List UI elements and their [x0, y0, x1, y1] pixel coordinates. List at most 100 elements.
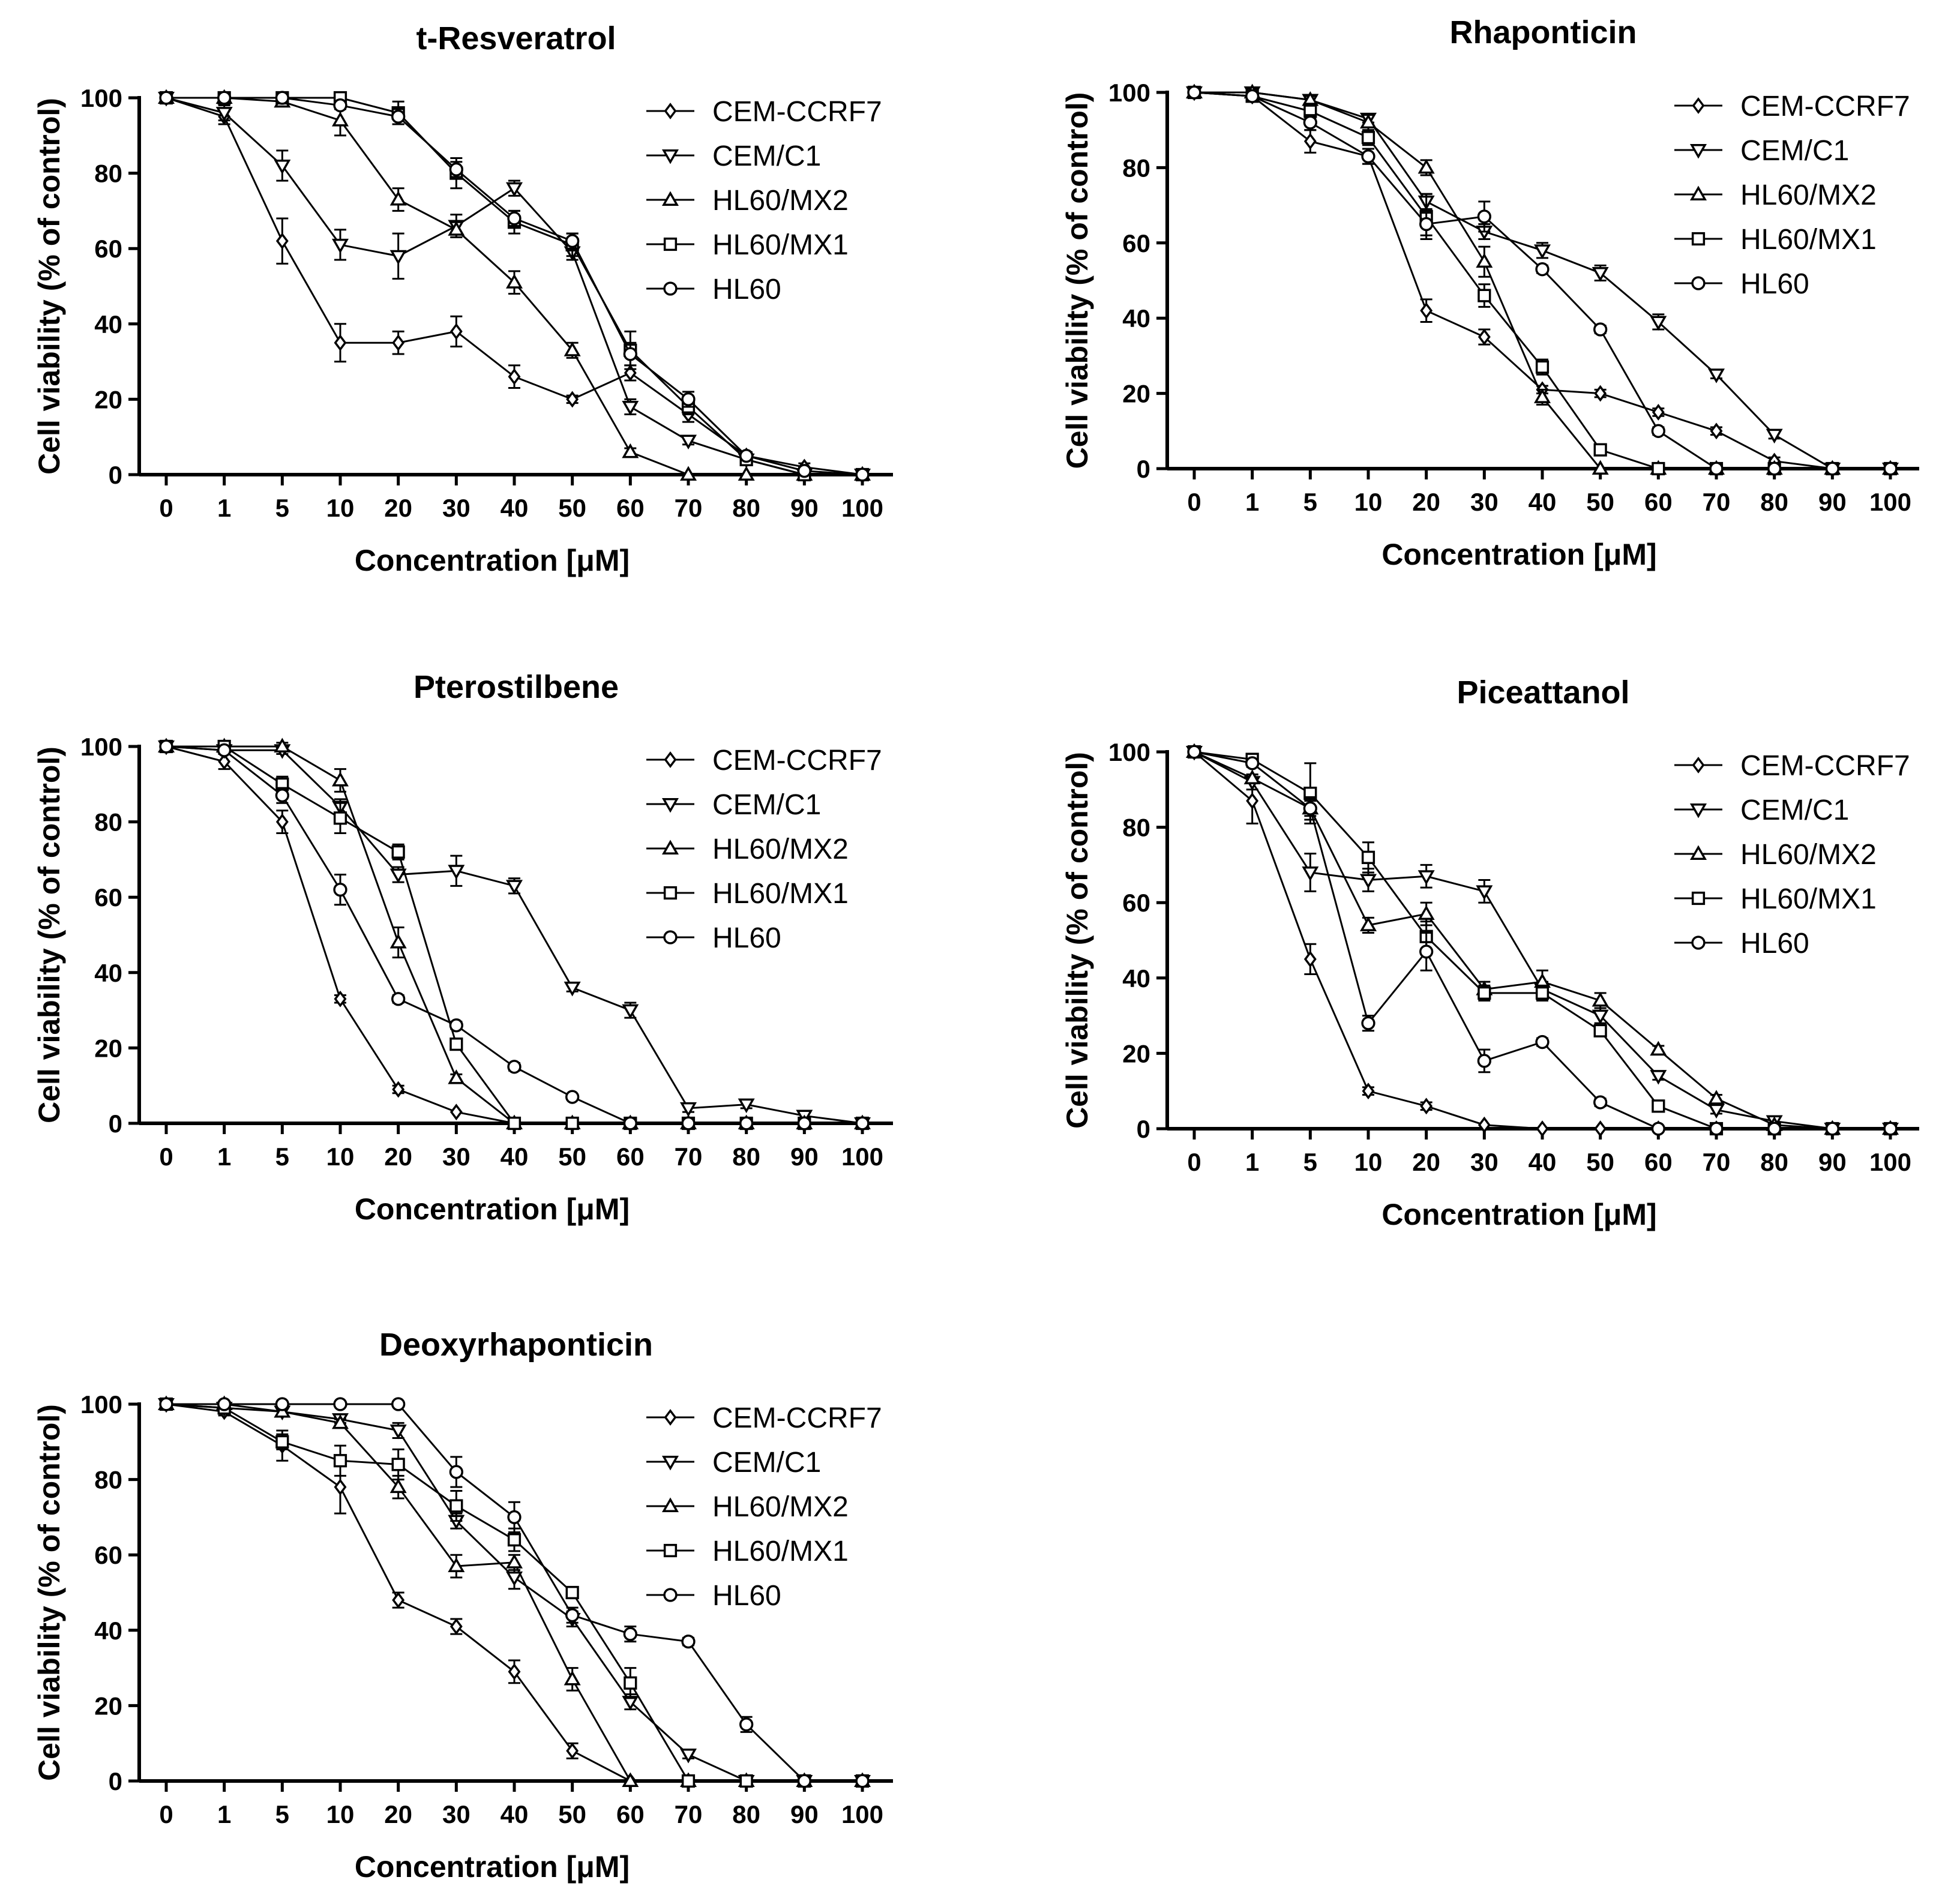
x-tick-label: 80	[732, 1143, 760, 1171]
y-tick-label: 20	[1122, 1039, 1150, 1068]
chart-title: Rhaponticin	[1450, 14, 1637, 50]
data-point	[1303, 115, 1317, 130]
x-tick-label: 70	[675, 1800, 703, 1828]
x-tick-label: 50	[1586, 1148, 1614, 1176]
data-point	[1650, 1041, 1667, 1056]
data-point	[389, 1424, 407, 1440]
legend-item: HL60/MX2	[1674, 839, 1877, 871]
data-point	[1535, 1035, 1550, 1050]
data-point	[564, 981, 581, 997]
data-point	[1359, 113, 1377, 129]
chart-title: t-Resveratrol	[416, 20, 616, 56]
data-point	[448, 1069, 465, 1084]
x-tick-label: 100	[841, 494, 883, 522]
legend-label: HL60	[712, 1580, 781, 1612]
x-tick-label: 40	[501, 1143, 529, 1171]
x-tick-label: 80	[1760, 488, 1788, 516]
data-point	[1417, 870, 1435, 885]
x-axis-label: Concentration [μM]	[1381, 538, 1656, 571]
x-axis-label: Concentration [μM]	[355, 1192, 630, 1226]
legend-label: HL60	[1740, 928, 1809, 960]
data-point	[855, 467, 870, 482]
data-point	[391, 992, 406, 1006]
x-tick-label: 90	[1818, 1148, 1847, 1176]
legend-item: HL60/MX1	[1674, 883, 1877, 915]
data-point	[1767, 1122, 1782, 1136]
data-point	[331, 1414, 349, 1429]
data-point	[215, 107, 233, 122]
data-point	[1245, 756, 1260, 770]
x-tick-label: 0	[159, 494, 173, 522]
data-point	[797, 1774, 811, 1788]
data-point	[217, 743, 232, 757]
data-point	[1710, 422, 1723, 440]
data-point	[1302, 866, 1319, 881]
legend-item: CEM/C1	[1674, 135, 1849, 167]
x-tick-label: 80	[732, 494, 760, 522]
legend-marker	[1689, 185, 1707, 200]
legend-marker	[1692, 757, 1705, 773]
data-point	[1707, 1090, 1725, 1105]
y-tick-label: 20	[94, 1034, 122, 1062]
data-point	[1419, 944, 1434, 959]
data-point	[1478, 986, 1491, 1000]
x-axis-label: Concentration [μM]	[355, 544, 630, 577]
legend-item: CEM-CCRF7	[1674, 91, 1910, 122]
data-point	[739, 448, 754, 463]
data-point	[507, 211, 522, 226]
y-axis-label: Cell viability (% of control)	[32, 1404, 66, 1781]
legend-label: CEM-CCRF7	[1740, 91, 1910, 122]
legend-label: CEM/C1	[712, 1447, 821, 1479]
y-tick-label: 80	[1122, 814, 1150, 842]
data-point	[1652, 404, 1665, 421]
legend-label: CEM/C1	[712, 140, 821, 172]
data-point	[681, 392, 696, 407]
legend-item: HL60	[646, 1580, 781, 1612]
legend-item: CEM/C1	[646, 1447, 821, 1479]
data-point	[505, 274, 523, 289]
y-tick-label: 100	[80, 1390, 122, 1419]
legend-label: HL60	[1740, 268, 1809, 300]
data-point	[159, 1397, 173, 1411]
data-point	[275, 91, 289, 105]
x-tick-label: 20	[384, 1800, 412, 1828]
data-point	[507, 1533, 522, 1547]
x-tick-label: 20	[1412, 488, 1440, 516]
x-tick-label: 90	[1818, 488, 1847, 516]
data-point	[505, 182, 523, 197]
data-point	[1417, 905, 1435, 920]
data-point	[1536, 1120, 1549, 1137]
data-point	[391, 1458, 405, 1471]
x-tick-label: 100	[1869, 488, 1911, 516]
chart-title: Piceattanol	[1457, 674, 1629, 710]
data-point	[391, 109, 406, 124]
legend-label: HL60/MX1	[712, 1536, 849, 1567]
data-point	[1651, 1122, 1665, 1136]
data-point	[797, 464, 811, 478]
y-tick-label: 0	[1137, 1115, 1150, 1143]
x-tick-label: 50	[558, 1143, 586, 1171]
x-tick-label: 20	[1412, 1148, 1440, 1176]
x-tick-label: 1	[1245, 488, 1259, 516]
x-tick-label: 60	[1644, 1148, 1673, 1176]
x-tick-label: 80	[1760, 1148, 1788, 1176]
legend-label: CEM-CCRF7	[1740, 750, 1910, 782]
data-point	[622, 443, 639, 458]
data-point	[739, 1116, 754, 1131]
data-point	[449, 162, 463, 176]
x-tick-label: 5	[275, 1143, 289, 1171]
data-point	[1359, 874, 1377, 889]
legend-label: HL60/MX2	[1740, 839, 1877, 871]
data-point	[449, 1038, 463, 1051]
y-tick-label: 40	[94, 959, 122, 987]
x-tick-label: 0	[159, 1143, 173, 1171]
legend-marker	[663, 1588, 678, 1602]
data-point	[392, 1081, 405, 1098]
data-point	[1535, 360, 1550, 374]
data-point	[565, 1608, 580, 1623]
data-point	[334, 1479, 347, 1496]
data-point	[1650, 316, 1667, 331]
legend-item: HL60	[1674, 268, 1809, 300]
data-point	[448, 221, 465, 236]
series-hl60	[159, 1397, 870, 1788]
